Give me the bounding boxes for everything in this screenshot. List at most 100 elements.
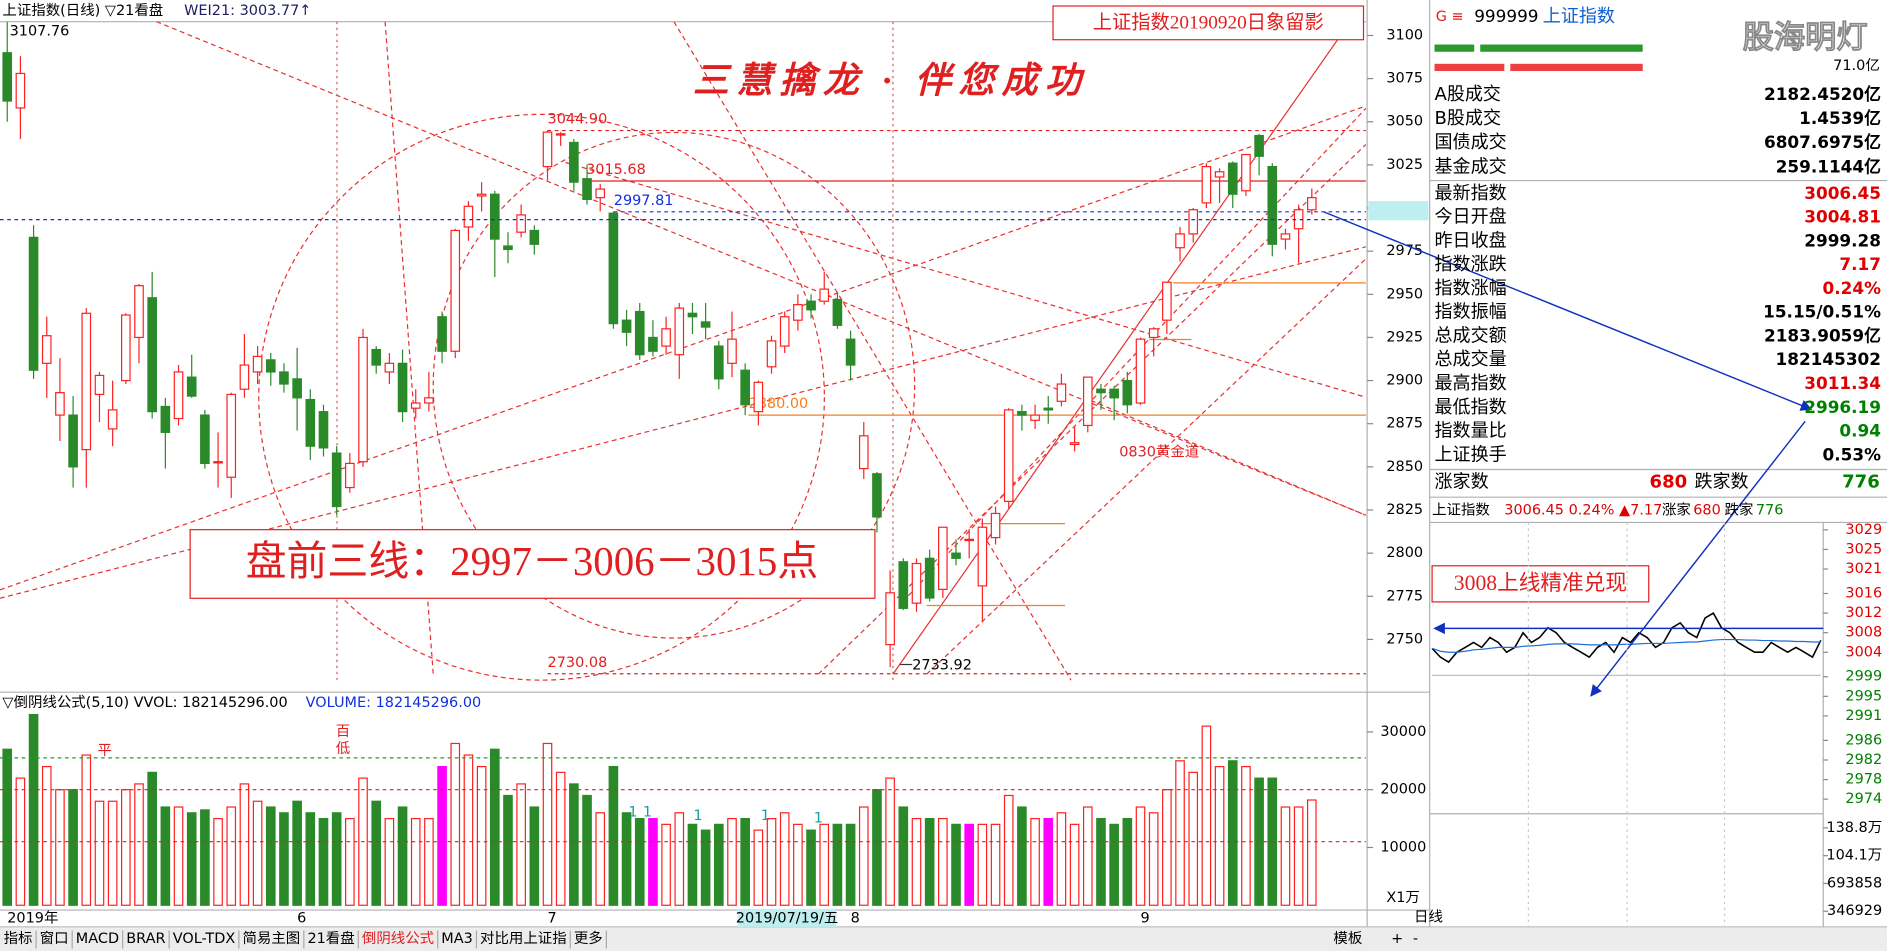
volume-bar [1214,765,1225,906]
mini-name: 上证指数 [1432,501,1490,518]
tab[interactable]: BRAR [126,931,165,947]
candle-body [832,298,843,326]
quote-value: 3006.45 [1804,183,1881,203]
trend-line [565,161,1366,398]
volume-bar [1188,771,1199,906]
candle-body [239,364,250,390]
volume-bar [1201,725,1212,906]
volume-bar [226,806,237,906]
volume-bar [1135,806,1146,906]
quote-amount: 71.0亿 [1833,57,1880,74]
trend-line [156,21,1366,516]
volume-bar [700,829,711,906]
volume-bar [1227,760,1238,906]
volume-bar [463,754,474,906]
quote-label: 上证换手 [1435,444,1507,465]
candle-body [977,526,988,587]
quote-name: 上证指数 [1543,6,1615,27]
candle-body [1201,166,1212,204]
period: 日线 [1414,908,1443,925]
volume-bar [371,800,382,906]
candle-body [529,229,540,245]
candle-body [727,338,737,364]
volume-bar [305,812,316,906]
volume-bar [252,800,263,906]
tab[interactable]: MA3 [441,931,473,947]
tab[interactable]: 21看盘 [307,929,354,947]
volume-bar [476,765,487,906]
tab[interactable]: 窗口 [40,929,69,947]
quote-value: 0.53% [1823,444,1882,464]
quote-code: 999999 [1474,6,1538,26]
tabs: 指标 窗口 MACD BRAR VOL-TDX 简易主图 21看盘 倒阴线公式 MA3 对比用上证… [4,929,607,949]
quote-value: 1.4539亿 [1799,108,1881,128]
template-button[interactable]: 模板 [1333,929,1362,947]
candle-body [911,562,922,604]
candle-body [503,245,513,251]
candle-body [555,133,566,136]
crosshair-date: 2019/07/19/五 [736,910,839,926]
tab[interactable]: VOL-TDX [173,931,236,947]
vol-tick-label: 138.8万 [1826,820,1882,836]
volume-bar [529,806,540,906]
x-tick-label: 9 [1141,910,1150,926]
quote-label: B股成交 [1435,108,1502,129]
candle-body [345,462,355,489]
crosshair-price-box [1368,201,1429,221]
volume-bar [911,817,922,906]
volume-bar [1056,812,1067,906]
volume-bar [674,812,685,906]
candle-body [845,338,856,366]
candle-body [28,236,39,371]
y-tick-label: 3029 [1845,522,1882,538]
volume-bar [503,794,513,906]
tab[interactable]: 指标 [4,930,33,947]
volume-bar [94,800,105,906]
candle-body [252,355,263,373]
tab[interactable]: 简易主图 [242,930,300,947]
volume-bar [819,823,830,906]
candle-body [1069,442,1080,446]
signal-label: 低 [336,740,350,757]
tab[interactable]: MACD [76,931,119,947]
quote-value: 2999.28 [1804,230,1881,250]
quote-prefix: G ≡ [1436,9,1464,25]
zoom-in[interactable]: + [1391,931,1403,947]
tab[interactable]: 倒阴线公式 [362,930,434,947]
stamp-box [1052,5,1365,41]
volume-bar [779,812,790,906]
volume-bar [1241,765,1251,906]
candle-body [2,52,13,102]
y-tick-label: 3004 [1845,644,1882,660]
y-tick-label: 3075 [1386,71,1423,87]
signal-label: 平 [97,743,111,759]
volume-unit: X1万 [1386,890,1420,906]
candle-body [885,592,895,646]
volume-bar [990,823,1001,906]
volume-bar [1043,817,1054,906]
candle-body [608,212,619,325]
candle-body [1241,153,1251,192]
tab[interactable]: 对比用上证指 [480,930,567,947]
candle-body [213,461,223,464]
volume-bar [832,823,843,906]
candle-body [1307,197,1317,211]
y-tick-label: 2974 [1845,791,1882,807]
level-label: 2880.00 [749,396,809,412]
volume-bar [134,783,144,906]
zoom-out[interactable]: - [1413,931,1418,947]
candle-body [1280,233,1291,240]
candle-body [964,538,975,542]
volume-bar [200,809,210,906]
mini-decline: 776 [1756,502,1784,518]
y-tick-label: 3025 [1386,157,1423,173]
tab[interactable]: 更多 [574,930,603,947]
volume-bar [727,817,737,906]
candle-body [516,214,526,233]
volume-bar [384,817,395,906]
volume-bar [661,823,671,906]
quote-label: 指数涨幅 [1435,278,1507,299]
volume-bar [41,765,52,906]
candle-body [634,310,645,356]
